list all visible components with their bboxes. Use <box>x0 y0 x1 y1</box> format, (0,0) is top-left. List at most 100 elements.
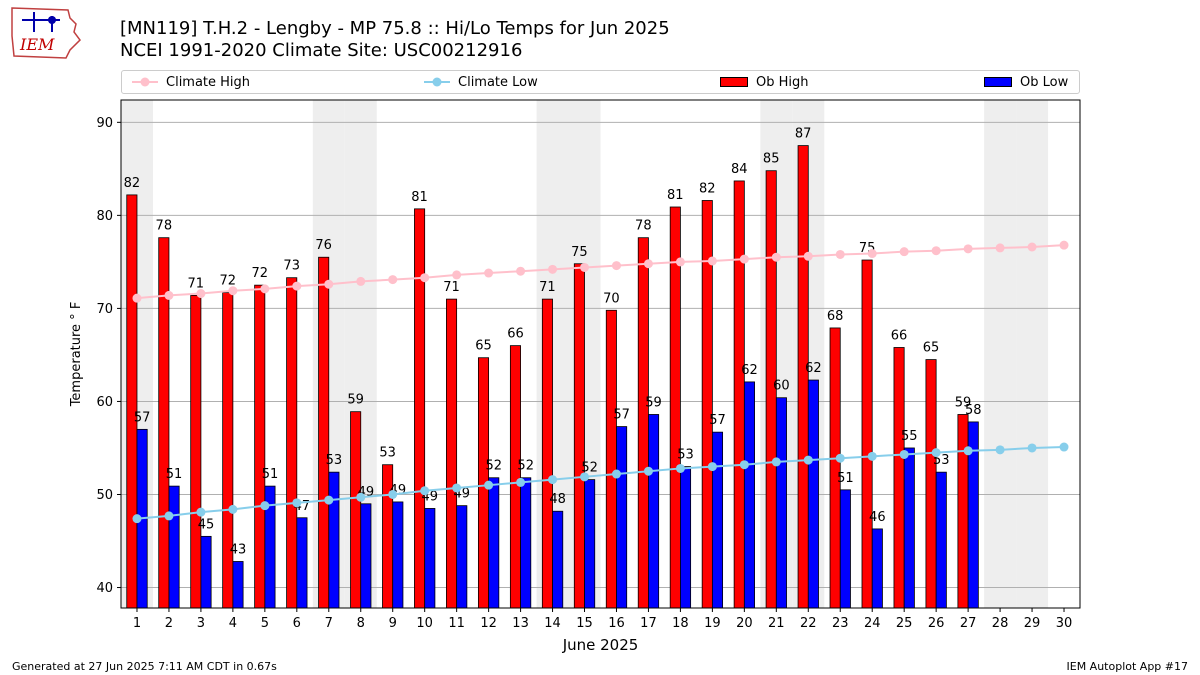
ob-high-label: 65 <box>475 339 492 354</box>
y-tick-label: 50 <box>96 488 113 503</box>
ob-high-label: 66 <box>891 328 908 343</box>
ob-low-bar <box>328 471 340 609</box>
climate-high-point <box>835 249 845 259</box>
title-line-2: NCEI 1991-2020 Climate Site: USC00212916 <box>120 40 523 61</box>
ob-high-label: 82 <box>124 176 141 191</box>
climate-low-point <box>739 460 749 470</box>
ob-high-bar <box>573 263 585 609</box>
climate-high-point <box>132 293 142 303</box>
ob-low-label: 62 <box>741 363 758 378</box>
legend-bar-swatch-icon <box>720 77 748 87</box>
ob-high-label: 71 <box>188 276 205 291</box>
ob-low-bar <box>711 431 724 609</box>
iem-logo: IEM <box>11 7 81 59</box>
climate-high-point <box>292 281 302 291</box>
ob-high-label: 59 <box>347 393 364 408</box>
climate-high-point <box>643 259 653 269</box>
ob-high-bar <box>957 414 969 609</box>
ob-low-label: 51 <box>837 471 854 486</box>
ob-high-label: 59 <box>955 395 972 410</box>
climate-high-point <box>516 266 526 276</box>
x-tick-label: 11 <box>448 616 465 631</box>
x-tick-label: 3 <box>197 616 205 631</box>
legend-item-ob-low: Ob Low <box>984 71 1068 93</box>
climate-high-point <box>867 249 877 259</box>
legend-line-marker-icon <box>132 77 158 87</box>
x-tick-label: 23 <box>832 616 849 631</box>
ob-high-bar <box>126 194 138 609</box>
app-note: IEM Autoplot App #17 <box>1066 660 1189 673</box>
ob-low-bar <box>232 561 244 609</box>
x-tick-label: 30 <box>1056 616 1073 631</box>
ob-high-label: 76 <box>315 238 332 253</box>
climate-low-point <box>580 472 590 482</box>
ob-low-label: 57 <box>709 413 726 428</box>
climate-low-point <box>707 462 717 472</box>
ob-low-bar <box>935 471 947 609</box>
climate-high-point <box>739 254 749 264</box>
ob-low-bar <box>456 505 468 609</box>
y-tick-label: 60 <box>96 395 113 410</box>
ob-high-bar <box>733 180 745 609</box>
y-axis-label: Temperature ° F <box>69 302 84 408</box>
x-tick-label: 15 <box>576 616 593 631</box>
ob-low-label: 48 <box>549 492 566 507</box>
ob-low-bar <box>360 503 372 609</box>
ob-high-bar <box>829 327 841 609</box>
ob-low-bar <box>616 426 628 609</box>
climate-high-point <box>164 290 174 300</box>
ob-high-bar <box>318 256 330 609</box>
ob-high-bar <box>797 145 809 609</box>
x-tick-label: 22 <box>800 616 817 631</box>
ob-high-bar <box>669 206 681 609</box>
climate-low-point <box>675 463 685 473</box>
climate-low-point <box>292 498 302 508</box>
ob-high-label: 81 <box>667 188 684 203</box>
legend-label: Climate Low <box>458 74 538 90</box>
ob-low-bar <box>680 466 692 609</box>
ob-high-label: 73 <box>283 259 300 274</box>
x-tick-label: 12 <box>480 616 497 631</box>
ob-low-label: 43 <box>230 542 247 557</box>
ob-low-label: 51 <box>262 467 279 482</box>
ob-high-bar <box>861 259 873 609</box>
x-tick-label: 19 <box>704 616 721 631</box>
ob-high-label: 70 <box>603 291 620 306</box>
x-tick-label: 13 <box>512 616 529 631</box>
ob-high-bar <box>605 309 617 609</box>
ob-high-bar <box>414 208 426 609</box>
ob-high-label: 87 <box>795 127 812 142</box>
ob-high-bar <box>925 359 937 609</box>
ob-low-label: 46 <box>869 510 886 525</box>
x-tick-label: 8 <box>357 616 365 631</box>
ob-high-label: 85 <box>763 152 780 167</box>
ob-high-label: 84 <box>731 162 748 177</box>
climate-low-point <box>867 451 877 461</box>
ob-high-label: 71 <box>443 280 460 295</box>
weekend-band <box>984 100 1017 608</box>
legend-line-marker-icon <box>424 77 450 87</box>
x-tick-label: 28 <box>992 616 1009 631</box>
x-tick-label: 7 <box>325 616 333 631</box>
ob-high-label: 65 <box>923 341 940 356</box>
ob-low-label: 55 <box>901 429 918 444</box>
ob-high-label: 82 <box>699 181 716 196</box>
ob-high-bar <box>350 411 362 609</box>
x-tick-label: 6 <box>293 616 301 631</box>
climate-high-point <box>356 276 366 286</box>
climate-high-point <box>931 246 941 256</box>
x-tick-label: 27 <box>960 616 977 631</box>
y-tick-label: 70 <box>96 302 113 317</box>
chart-title: [MN119] T.H.2 - Lengby - MP 75.8 :: Hi/L… <box>120 18 670 62</box>
ob-low-label: 45 <box>198 517 215 532</box>
climate-low-point <box>388 489 398 499</box>
climate-low-point <box>995 445 1005 455</box>
ob-low-label: 53 <box>326 453 343 468</box>
title-line-1: [MN119] T.H.2 - Lengby - MP 75.8 :: Hi/L… <box>120 18 670 39</box>
x-tick-label: 4 <box>229 616 237 631</box>
ob-low-bar <box>903 447 915 609</box>
climate-low-point <box>516 477 526 487</box>
ob-low-bar <box>424 508 436 609</box>
climate-low-point <box>484 480 494 490</box>
generated-note: Generated at 27 Jun 2025 7:11 AM CDT in … <box>12 660 277 673</box>
